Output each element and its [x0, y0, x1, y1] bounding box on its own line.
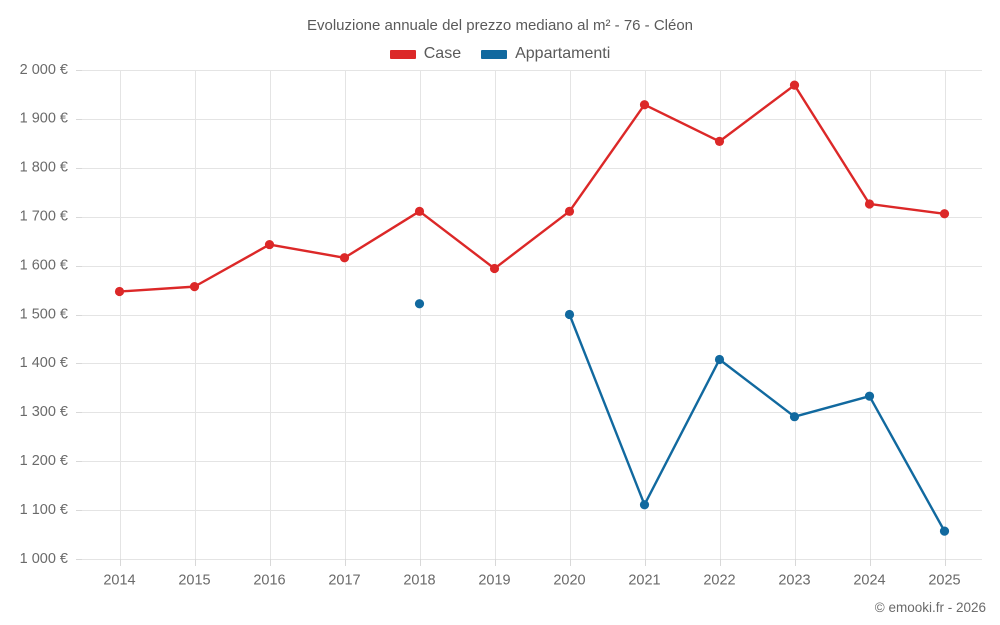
legend-item-appartamenti[interactable]: Appartamenti [481, 45, 610, 63]
data-point[interactable] [189, 282, 200, 292]
series-layer [114, 80, 950, 536]
data-point[interactable] [414, 206, 425, 216]
x-axis-tick-label: 2025 [928, 573, 960, 589]
data-point[interactable] [864, 391, 875, 401]
chart-legend: Case Appartamenti [0, 45, 1000, 63]
data-point[interactable] [639, 500, 650, 510]
y-axis-tick-label: 1 100 € [20, 502, 68, 518]
x-axis-tick-label: 2024 [853, 573, 885, 589]
x-axis-tick-label: 2014 [103, 573, 135, 589]
data-point[interactable] [864, 199, 875, 209]
y-axis-tick-label: 1 800 € [20, 160, 68, 176]
x-axis-tick-label: 2015 [178, 573, 210, 589]
data-point[interactable] [714, 354, 725, 365]
legend-label-case: Case [423, 45, 462, 62]
data-point[interactable] [414, 299, 425, 309]
x-axis-tick-label: 2020 [553, 573, 585, 589]
chart-title: Evoluzione annuale del prezzo mediano al… [306, 17, 694, 34]
series-appartamenti [414, 299, 950, 536]
series-case [114, 80, 950, 297]
x-axis-tick-label: 2019 [478, 573, 510, 589]
y-axis-tick-label: 2 000 € [20, 62, 68, 78]
data-point[interactable] [789, 80, 800, 90]
grid-layer [76, 70, 982, 566]
x-axis-tick-label: 2018 [403, 573, 435, 589]
y-axis-tick-label: 1 200 € [20, 453, 68, 469]
data-point[interactable] [489, 263, 500, 274]
data-point[interactable] [564, 206, 575, 216]
series-line [118, 83, 946, 293]
x-axis-labels: 2014 2015 2016 2017 2018 2019 2020 2021 2022 2023… [103, 573, 960, 589]
legend-swatch-appartamenti [481, 49, 508, 59]
y-axis-labels: 1 000 € 1 100 € 1 200 € 1 300 € 1 400 € 1 500… [20, 62, 68, 567]
y-axis-tick-label: 1 700 € [20, 209, 68, 225]
series-line [568, 313, 946, 533]
chart-credit: © emooki.fr - 2026 [874, 600, 986, 615]
data-point[interactable] [339, 253, 350, 263]
x-axis-tick-label: 2021 [628, 573, 660, 589]
data-point[interactable] [939, 526, 950, 536]
y-axis-tick-label: 1 000 € [20, 551, 68, 567]
legend-item-case[interactable]: Case [389, 45, 462, 63]
data-point[interactable] [939, 209, 950, 219]
x-axis-tick-label: 2022 [703, 573, 735, 589]
legend-label-appartamenti: Appartamenti [515, 45, 611, 62]
legend-swatch-case [389, 49, 416, 59]
y-axis-tick-label: 1 400 € [20, 355, 68, 371]
y-axis-tick-label: 1 600 € [20, 257, 68, 273]
x-axis-tick-label: 2017 [328, 573, 360, 589]
data-point[interactable] [714, 136, 725, 146]
data-point[interactable] [564, 309, 575, 320]
x-axis-tick-label: 2023 [778, 573, 810, 589]
data-point[interactable] [789, 412, 800, 422]
data-point[interactable] [114, 286, 125, 297]
data-point[interactable] [264, 239, 275, 250]
y-axis-tick-label: 1 900 € [20, 111, 68, 127]
data-point[interactable] [639, 100, 650, 110]
y-axis-tick-label: 1 300 € [20, 404, 68, 420]
y-axis-tick-label: 1 500 € [20, 306, 68, 322]
x-axis-tick-label: 2016 [253, 573, 285, 589]
